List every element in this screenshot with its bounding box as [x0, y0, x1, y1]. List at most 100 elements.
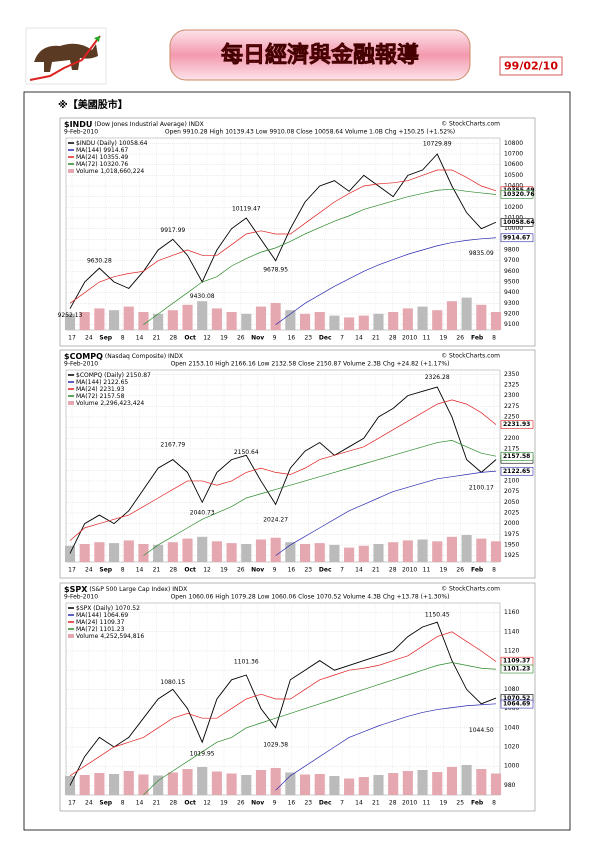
y-tick-label: 9400 [504, 289, 519, 296]
page-title: 每日經濟與金融報導 [221, 42, 419, 68]
legend-entry: MA(144) 9914.67 [76, 147, 128, 154]
x-tick-label: 21 [153, 335, 161, 342]
annotation: 2150.64 [234, 449, 259, 456]
quote: Open 1060.06 High 1079.28 Low 1060.06 Cl… [171, 594, 450, 601]
x-tick-label: 12 [203, 567, 211, 574]
chart-date: 9-Feb-2010 [64, 361, 98, 368]
volume-bar [314, 312, 325, 330]
annotation: 2040.73 [190, 510, 215, 517]
volume-bar [153, 775, 164, 795]
volume-bar [94, 542, 105, 562]
symbol: $COMPQ [64, 352, 103, 361]
y-tick-label: 2025 [504, 509, 519, 516]
volume-bar [490, 773, 502, 795]
volume-bar [432, 541, 443, 562]
y-tick-label: 10000 [504, 225, 523, 232]
x-tick-label: Oct [184, 800, 196, 807]
legend-name: Volume [76, 168, 99, 175]
ma-line [69, 169, 497, 304]
ma-line [275, 703, 497, 791]
y-tick-label: 2175 [504, 445, 519, 452]
value-tag-label: 2157.58 [503, 453, 530, 460]
legend-name: MA(144) [76, 147, 101, 154]
volume-bar [432, 310, 443, 330]
x-tick-label: 16 [288, 567, 296, 574]
volume-bar [402, 771, 413, 795]
volume-bar [432, 772, 443, 795]
legend-swatch [68, 401, 74, 405]
y-tick-label: 10400 [504, 183, 523, 190]
x-tick-label: 21 [372, 800, 380, 807]
x-tick-label: 17 [68, 800, 76, 807]
x-tick-label: 24 [85, 567, 93, 574]
y-tick-label: 2250 [504, 413, 519, 420]
volume-bar [461, 535, 472, 562]
volume-bar [226, 543, 237, 562]
legend-value: 10355.49 [100, 154, 129, 161]
x-tick-label: 2010 [402, 800, 417, 807]
y-tick-label: 1060 [504, 705, 519, 712]
volume-bar [197, 536, 208, 562]
volume-bar [329, 544, 340, 562]
legend-value: 4,252,594,816 [100, 633, 144, 640]
plot-area [65, 369, 501, 563]
x-tick-label: Feb [471, 800, 484, 807]
annotation: 2100.17 [469, 484, 494, 491]
x-tick-label: 17 [68, 567, 76, 574]
legend-name: MA(72) [76, 626, 98, 633]
volume-bar [241, 313, 252, 330]
y-tick-label: 1120 [504, 648, 519, 655]
x-tick-label: 28 [389, 335, 397, 342]
volume-bar [197, 301, 208, 330]
volume-bar [94, 308, 105, 330]
x-tick-label: 14 [136, 335, 144, 342]
value-tag [500, 466, 534, 476]
price-line [69, 621, 497, 786]
volume-bar [153, 544, 164, 562]
value-tag [500, 233, 534, 243]
volume-bar [109, 310, 120, 330]
x-tick-label: 19 [440, 800, 448, 807]
x-tick-label: 24 [85, 800, 93, 807]
legend-value: 2,296,423,424 [100, 400, 144, 407]
legend-value: 1064.69 [103, 612, 128, 619]
volume-bar [329, 776, 340, 795]
credit: © StockCharts.com [441, 586, 500, 593]
volume-bar [446, 536, 457, 562]
x-tick-label: 26 [456, 567, 464, 574]
x-tick-label: 17 [68, 335, 76, 342]
volume-bar [299, 544, 311, 562]
value-tag-label: 1109.37 [503, 658, 530, 665]
volume-bar [109, 774, 120, 795]
symbol: $SPX [64, 585, 88, 594]
annotation: 10119.47 [232, 205, 261, 212]
volume-bar [344, 317, 355, 330]
legend-swatch [68, 169, 74, 173]
legend-value: 1,018,660,224 [100, 168, 144, 175]
x-tick-label: 26 [237, 800, 245, 807]
y-tick-label: 1925 [504, 552, 519, 559]
value-tag [500, 452, 534, 461]
volume-bar [285, 772, 296, 795]
x-tick-label: 2010 [402, 335, 417, 342]
legend-entry: $COMPQ (Daily) 2150.87 [76, 372, 151, 379]
annotation: 1080.15 [160, 679, 185, 686]
volume-bar [446, 301, 457, 330]
x-tick-label: 14 [136, 800, 144, 807]
x-tick-label: 26 [237, 567, 245, 574]
x-tick-label: 14 [355, 335, 363, 342]
volume-bar [490, 312, 502, 330]
x-tick-label: 26 [456, 335, 464, 342]
volume-bar [270, 537, 281, 562]
legend-value: 2231.93 [100, 386, 125, 393]
annotation: 1044.50 [469, 727, 494, 734]
annotation: 9252.13 [58, 312, 83, 319]
x-tick-label: 21 [153, 800, 161, 807]
volume-bar [358, 545, 369, 562]
x-tick-label: Dec [319, 800, 332, 807]
quote: Open 2153.10 High 2166.16 Low 2132.58 Cl… [171, 361, 450, 368]
volume-bar [329, 315, 340, 330]
annotation: 10729.89 [423, 140, 452, 147]
volume-bar [167, 772, 178, 795]
y-tick-label: 2100 [504, 477, 519, 484]
